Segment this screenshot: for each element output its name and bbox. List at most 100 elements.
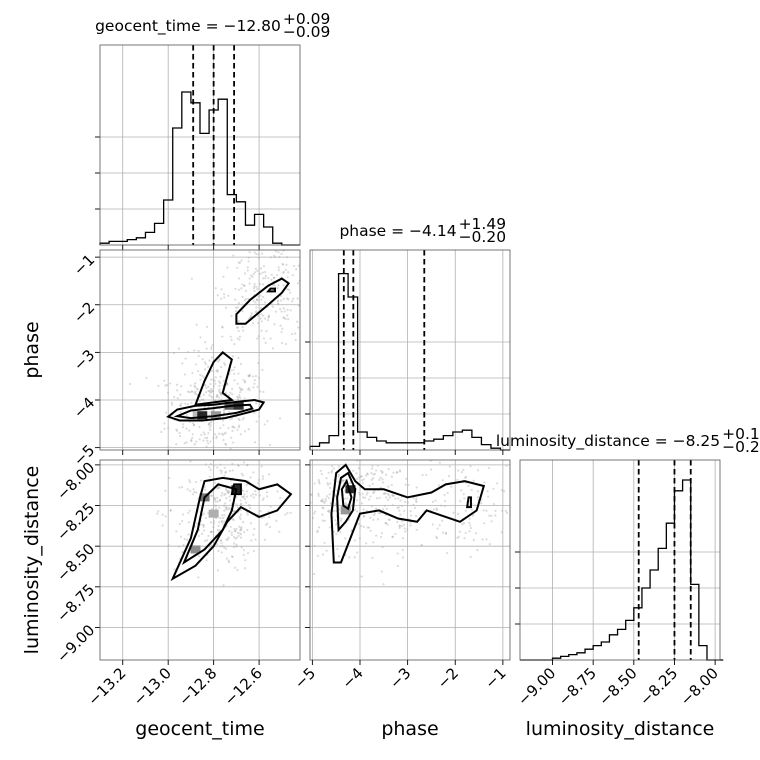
scatter-point [398, 525, 401, 528]
scatter-point [281, 341, 284, 345]
x-tick-label: −4 [338, 664, 366, 692]
scatter-point [360, 502, 363, 505]
scatter-point [238, 338, 241, 341]
scatter-point [335, 532, 338, 536]
scatter-point [221, 516, 225, 520]
scatter-point [186, 390, 190, 393]
scatter-point [356, 477, 359, 481]
scatter-point [384, 473, 388, 476]
scatter-point [239, 396, 242, 399]
scatter-point [320, 499, 323, 503]
density-cell [208, 509, 219, 518]
scatter-point [448, 465, 452, 468]
scatter-point [208, 426, 211, 429]
scatter-point [382, 492, 385, 495]
scatter-point [241, 326, 244, 329]
scatter-point [252, 496, 255, 499]
scatter-point [256, 321, 260, 325]
scatter-point [332, 509, 335, 513]
scatter-point [321, 513, 324, 516]
scatter-point [231, 462, 234, 465]
scatter-point [207, 442, 210, 445]
scatter-point [230, 314, 233, 317]
scatter-point [208, 391, 212, 394]
scatter-point [228, 507, 231, 510]
scatter-point [259, 272, 262, 275]
scatter-point [243, 299, 246, 302]
scatter-point [241, 295, 244, 298]
scatter-point [191, 436, 194, 440]
scatter-point [220, 288, 223, 291]
scatter-point [234, 306, 238, 309]
scatter-point [287, 318, 290, 321]
scatter-point [321, 498, 324, 501]
scatter-point [231, 355, 234, 358]
scatter-point [472, 479, 475, 482]
x-tick-label: −8.75 [555, 664, 600, 709]
scatter-point [415, 500, 418, 504]
scatter-point [190, 401, 193, 404]
density-cell [340, 506, 351, 515]
scatter-point [287, 271, 290, 274]
scatter-point [181, 551, 184, 554]
scatter-point [226, 266, 229, 269]
scatter-point [218, 359, 221, 362]
scatter-point [186, 402, 189, 406]
scatter-point [346, 497, 349, 500]
scatter-point [463, 497, 466, 500]
scatter-point [469, 524, 472, 527]
scatter-point [251, 375, 255, 378]
scatter-point [170, 401, 173, 404]
scatter-point [228, 469, 231, 473]
scatter-point [223, 509, 226, 512]
scatter-point [190, 440, 193, 443]
scatter-point [209, 428, 212, 432]
scatter-point [157, 510, 160, 513]
scatter-point [296, 297, 299, 300]
scatter-point [163, 422, 166, 425]
scatter-point [240, 528, 243, 532]
scatter-point [253, 251, 256, 254]
scatter-point [249, 506, 252, 510]
histogram-geocent_time [99, 91, 300, 246]
scatter-point [288, 291, 292, 294]
scatter-point [213, 497, 216, 500]
scatter-point [241, 283, 244, 286]
scatter-point [362, 478, 365, 481]
scatter-point [270, 273, 273, 276]
scatter-point [364, 542, 368, 545]
scatter-point [464, 475, 468, 479]
scatter-point [474, 532, 478, 535]
scatter-point [224, 492, 227, 496]
scatter-point [450, 485, 453, 488]
hist-title-sup: +0.10 [722, 425, 760, 443]
scatter-point [222, 379, 225, 383]
scatter-point [256, 269, 259, 272]
scatter-point [248, 375, 251, 378]
scatter-point [277, 269, 280, 272]
scatter-point [267, 314, 270, 317]
scatter-point [353, 508, 357, 511]
scatter-point [219, 375, 222, 378]
contour-line [230, 483, 242, 496]
scatter-point [251, 275, 254, 278]
scatter-point [241, 474, 245, 477]
scatter-point [401, 548, 404, 552]
scatter-point [282, 316, 285, 319]
scatter-point [421, 473, 424, 477]
scatter-point [485, 538, 488, 541]
scatter-point [381, 470, 384, 473]
scatter-point [235, 543, 238, 546]
scatter-point [181, 519, 184, 523]
scatter-point [249, 522, 253, 525]
x-tick-label: −13.2 [84, 664, 129, 709]
scatter-point [492, 487, 495, 490]
scatter-point [297, 264, 300, 267]
scatter-point [250, 539, 253, 542]
scatter-point [388, 496, 392, 499]
scatter-point [238, 386, 241, 389]
scatter-point [266, 319, 270, 322]
scatter-point [260, 465, 263, 468]
hist-title-luminosity_distance: luminosity_distance = −8.25 [496, 432, 720, 451]
scatter-point [256, 385, 259, 388]
